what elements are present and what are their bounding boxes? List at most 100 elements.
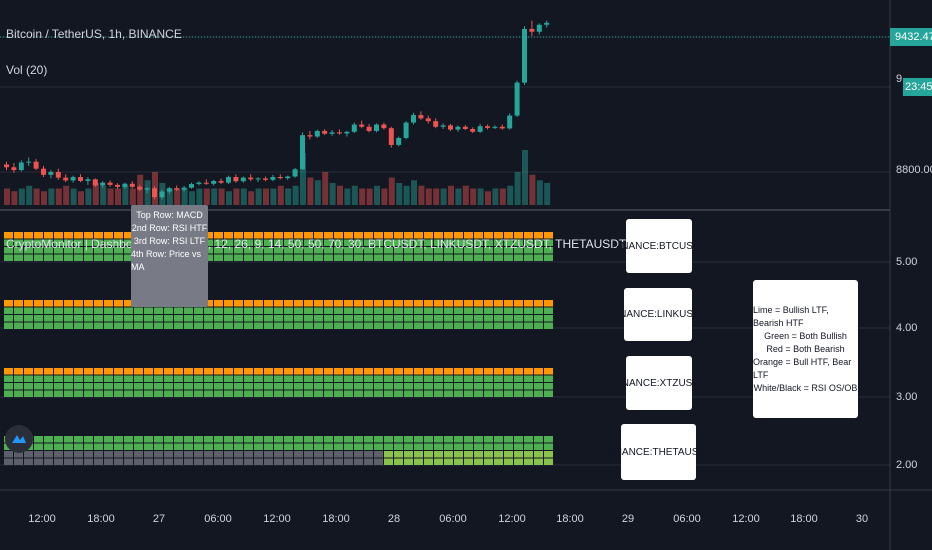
heatmap-cell [84,451,93,458]
tooltip-line: Top Row: MACD [136,210,203,220]
heatmap-cell [164,307,173,314]
heatmap-cell [404,451,413,458]
time-axis-label: 06:00 [204,513,232,525]
heatmap-cell [464,368,473,375]
heatmap-cell [204,247,213,254]
heatmap-cell [544,307,553,314]
volume-bar [18,188,25,205]
heatmap-cell [234,390,243,397]
heatmap-cell [154,307,163,314]
heatmap-cell [64,254,73,261]
heatmap-cell [344,315,353,322]
heatmap-cell [274,300,283,307]
heatmap-cell [154,458,163,465]
heatmap-cell [364,307,373,314]
heatmap-cell [294,239,303,246]
heatmap-cell [284,451,293,458]
heatmap-cell [534,458,543,465]
heatmap-cell [424,254,433,261]
heatmap-cell [354,247,363,254]
time-axis-label: 30 [855,513,869,525]
heatmap-cell [414,322,423,329]
heatmap-cell [524,436,533,443]
tradingview-logo-icon[interactable] [5,425,33,453]
heatmap-cell [124,443,133,450]
heatmap-cell [404,368,413,375]
heatmap-cell [254,307,263,314]
heatmap-cell [44,458,53,465]
heatmap-cell [204,232,213,239]
heatmap-cell [114,368,123,375]
heatmap-cell [234,232,243,239]
volume-bar [374,185,380,205]
heatmap-cell [274,436,283,443]
heatmap-cell [124,375,133,382]
heatmap-cell [94,307,103,314]
candle-body [477,126,483,132]
indicator-title[interactable]: CryptoMonitor | Dashboard (6D, D, 1h, 12… [6,237,643,251]
heatmap-cell [394,436,403,443]
heatmap-cell [24,300,33,307]
heatmap-cell [344,239,353,246]
heatmap-cell [94,451,103,458]
heatmap-cell [294,390,303,397]
heatmap-cell [414,451,423,458]
volume-label[interactable]: Vol (20) [6,63,48,77]
heatmap-cell [414,390,423,397]
heatmap-cell [314,451,323,458]
heatmap-cell [204,390,213,397]
heatmap-cell [394,247,403,254]
heatmap-cell [204,254,213,261]
heatmap-cell [484,300,493,307]
heatmap-cell [314,254,323,261]
heatmap-cell [364,239,373,246]
heatmap-cell [454,383,463,390]
heatmap-cell [454,247,463,254]
heatmap-cell [384,436,393,443]
heatmap-cell [344,383,353,390]
heatmap-cell [224,300,233,307]
heatmap-cell [184,458,193,465]
heatmap-cell [324,390,333,397]
heatmap-cell [284,375,293,382]
heatmap-cell [224,383,233,390]
symbol-title[interactable]: Bitcoin / TetherUS, 1h, BINANCE [6,27,182,41]
heatmap-cell [4,451,13,458]
heatmap-cell [504,307,513,314]
heatmap-cell [84,315,93,322]
heatmap-cell [494,307,503,314]
heatmap-cell [24,383,33,390]
candle-body [448,125,453,130]
heatmap-cell [204,451,213,458]
heatmap-cell [334,315,343,322]
heatmap-cell [244,436,253,443]
heatmap-cell [194,315,203,322]
heatmap-cell [304,383,313,390]
candle-body [196,182,202,185]
volume-bar [388,177,395,205]
heatmap-cell [484,322,493,329]
heatmap-cell [494,300,503,307]
candle-body [26,161,32,163]
heatmap-cell [314,375,323,382]
heatmap-cell [544,458,553,465]
heatmap-cell [434,247,443,254]
heatmap-cell [324,443,333,450]
volume-bar [425,188,432,205]
heatmap-cell [284,300,293,307]
heatmap-cell [304,307,313,314]
volume-bar [455,188,462,205]
candle-body [129,183,135,187]
heatmap-cell [444,247,453,254]
heatmap-cell [244,232,253,239]
heatmap-cell [514,322,523,329]
heatmap-cell [484,458,493,465]
heatmap-cell [4,375,13,382]
heatmap-cell [164,443,173,450]
heatmap-cell [34,232,43,239]
heatmap-cell [44,232,53,239]
heatmap-cell [394,239,403,246]
heatmap-cell [14,375,23,382]
heatmap-cell [454,368,463,375]
